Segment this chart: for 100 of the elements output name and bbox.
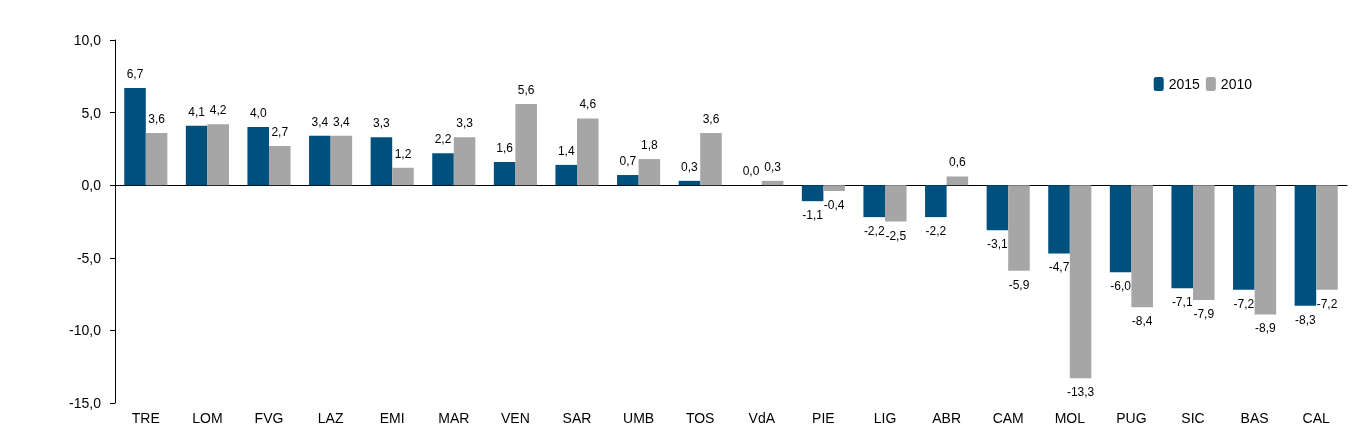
bar	[1069, 185, 1092, 379]
bar	[1316, 185, 1338, 290]
data-label: 4,2	[209, 103, 227, 118]
x-tick-label: MAR	[438, 410, 470, 425]
data-label: 0,3	[764, 159, 782, 174]
bar	[946, 176, 969, 186]
bar	[1008, 185, 1030, 271]
x-tick-label: SAR	[562, 410, 592, 425]
data-label: 3,4	[311, 114, 329, 129]
x-tick-label: PUG	[1116, 410, 1147, 425]
data-label: 0,7	[619, 154, 637, 169]
bar	[1294, 185, 1317, 306]
bar	[309, 135, 331, 186]
y-tick-label: 0,0	[81, 177, 102, 194]
bar	[1233, 185, 1255, 290]
data-label: 4,6	[579, 97, 597, 112]
bar	[986, 185, 1009, 231]
x-tick-label: FVG	[254, 410, 284, 425]
data-label: 0,3	[681, 159, 699, 174]
data-label: 2,2	[434, 132, 452, 147]
x-tick-label: LOM	[192, 410, 223, 425]
data-label: 3,4	[333, 114, 351, 129]
bar	[885, 185, 907, 222]
bar	[247, 127, 269, 186]
y-tick-label: 5,0	[81, 104, 102, 121]
bar	[330, 135, 353, 186]
bar	[207, 124, 229, 186]
legend-label: 2015	[1168, 76, 1201, 92]
x-tick-label: MOL	[1054, 410, 1086, 425]
data-label: -6,0	[1110, 279, 1132, 294]
data-label: -0,4	[823, 198, 845, 213]
bar	[185, 125, 208, 186]
data-label: -3,1	[987, 237, 1009, 252]
data-label: 3,3	[373, 116, 391, 131]
bar	[269, 146, 291, 186]
x-tick-label: LIG	[873, 410, 897, 425]
data-label: -8,9	[1255, 321, 1277, 336]
y-tick-label: -5,0	[76, 249, 102, 266]
x-tick-label: VdA	[748, 410, 776, 425]
bar	[1048, 185, 1070, 254]
data-label: -7,2	[1316, 296, 1338, 311]
data-label: 3,6	[702, 111, 720, 126]
y-tick-label: -15,0	[69, 395, 102, 411]
bar	[1109, 185, 1132, 273]
data-label: 1,4	[557, 143, 575, 158]
bar	[577, 118, 599, 186]
data-label: 3,3	[456, 116, 474, 131]
data-label: 1,8	[641, 138, 659, 153]
data-label: -5,9	[1008, 277, 1030, 292]
x-tick-label: TRE	[131, 410, 160, 425]
bar	[1131, 185, 1153, 308]
x-tick-label: VEN	[501, 410, 530, 425]
x-tick-label: SIC	[1181, 410, 1205, 425]
x-tick-label: LAZ	[317, 410, 344, 425]
data-label: 3,6	[148, 111, 166, 126]
data-label: -7,1	[1171, 295, 1193, 310]
bar	[493, 161, 516, 186]
bar	[925, 185, 947, 218]
x-tick-label: ABR	[932, 410, 961, 425]
bar	[145, 132, 168, 186]
bar	[515, 103, 537, 186]
data-label: -2,2	[863, 224, 885, 239]
bar	[617, 175, 639, 186]
bar	[863, 185, 885, 218]
bar	[555, 164, 577, 186]
x-tick-label: PIE	[812, 410, 835, 425]
data-label: 0,0	[742, 164, 760, 179]
x-tick-label: CAM	[992, 410, 1024, 425]
x-tick-label: BAS	[1240, 410, 1269, 425]
bar	[370, 137, 393, 186]
bar	[801, 185, 824, 202]
data-label: -7,9	[1193, 306, 1215, 321]
data-label: -2,2	[925, 224, 947, 239]
data-label: 4,0	[249, 106, 267, 121]
data-label: 1,6	[496, 140, 514, 155]
bar	[638, 159, 661, 186]
data-label: -8,4	[1131, 314, 1153, 329]
data-label: -1,1	[802, 208, 824, 223]
y-tick-label: -10,0	[69, 322, 102, 339]
bar	[124, 87, 146, 186]
data-label: -13,3	[1066, 385, 1095, 400]
bar	[453, 137, 476, 186]
x-tick-label: TOS	[685, 410, 715, 425]
bar	[700, 132, 722, 186]
bar	[1254, 185, 1277, 315]
bar	[392, 167, 414, 186]
bar	[823, 185, 845, 192]
bar	[432, 153, 454, 186]
x-tick-label: CAL	[1302, 410, 1331, 425]
data-label: -2,5	[885, 228, 907, 243]
bar	[1193, 185, 1215, 300]
legend-label: 2010	[1220, 76, 1253, 92]
data-label: 5,6	[517, 82, 535, 97]
data-label: -8,3	[1295, 312, 1317, 327]
data-label: 4,1	[188, 104, 206, 119]
x-tick-label: UMB	[623, 410, 655, 425]
y-tick-label: 10,0	[73, 32, 102, 48]
data-label: -4,7	[1048, 260, 1070, 275]
data-label: 0,6	[949, 155, 967, 170]
bar	[1171, 185, 1193, 289]
